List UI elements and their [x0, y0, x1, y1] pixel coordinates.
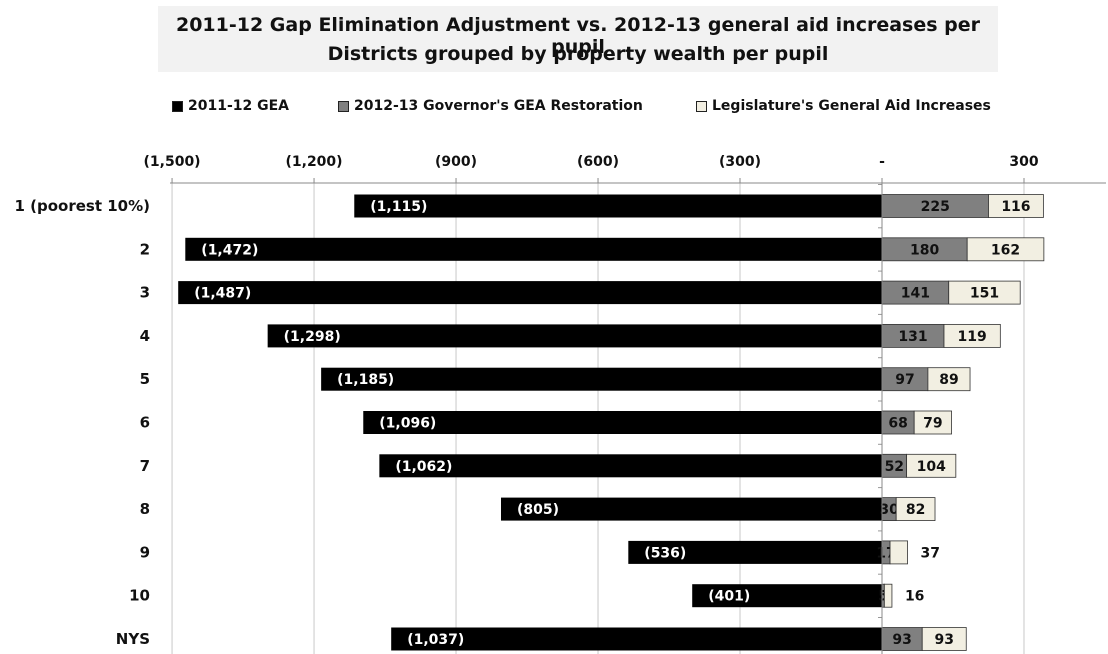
data-label-governor: 68 [888, 416, 907, 432]
data-label-gea: (1,115) [370, 199, 427, 215]
legend-item-legislature: Legislature's General Aid Increases [696, 98, 991, 114]
x-tick-label: (1,200) [285, 154, 342, 170]
data-label-legislature: 16 [905, 589, 924, 605]
chart-legend: 2011-12 GEA 2012-13 Governor's GEA Resto… [0, 98, 1108, 120]
bar-gea [692, 584, 882, 608]
bar-legislature [889, 540, 908, 565]
bar-legislature [883, 583, 893, 608]
data-label-legislature: 79 [923, 416, 942, 432]
data-label-gea: (536) [644, 545, 686, 561]
bar-gea [354, 194, 882, 218]
bar-legislature [927, 367, 971, 392]
category-label: 2 [140, 240, 150, 258]
x-tick-label: - [879, 154, 885, 170]
category-label: 1 (poorest 10%) [14, 197, 150, 215]
chart-subtitle: Districts grouped by property wealth per… [327, 43, 829, 65]
category-label: 8 [140, 500, 150, 518]
bar-legislature [966, 237, 1045, 262]
legend-swatch-gea [172, 100, 183, 112]
bar-gea [178, 281, 883, 305]
bar-gea [363, 411, 883, 434]
data-label-governor: 30 [879, 502, 899, 518]
data-label-gea: (1,062) [395, 459, 452, 475]
category-label: NYS [116, 630, 150, 648]
x-tick-label: (300) [719, 154, 761, 170]
bar-legislature [943, 323, 1001, 348]
data-label-legislature: 116 [1001, 199, 1030, 215]
category-label: 6 [140, 414, 150, 432]
bar-gea [321, 367, 882, 391]
data-label-legislature: 162 [991, 242, 1020, 258]
bar-legislature [913, 410, 952, 435]
data-label-gea: (1,096) [379, 416, 436, 432]
bar-gea [379, 454, 882, 478]
data-label-legislature: 151 [970, 286, 999, 302]
bar-gea [628, 540, 882, 564]
bar-legislature [895, 497, 936, 522]
data-label-governor: 225 [921, 199, 950, 215]
bar-gea [391, 627, 882, 651]
x-tick-label: (1,500) [144, 154, 201, 170]
data-label-gea: (1,298) [284, 329, 341, 345]
data-label-legislature: 82 [906, 502, 925, 518]
data-label-legislature: 37 [921, 545, 940, 561]
data-label-governor: 52 [885, 459, 904, 475]
legend-label-governor: 2012-13 Governor's GEA Restoration [354, 98, 643, 114]
data-label-gea: (401) [708, 589, 750, 605]
legend-item-gea: 2011-12 GEA [172, 98, 289, 114]
data-label-governor: 141 [901, 286, 930, 302]
data-label-legislature: 89 [939, 372, 958, 388]
data-label-gea: (1,185) [337, 372, 394, 388]
category-label: 4 [140, 327, 150, 345]
data-label-legislature: 119 [958, 329, 987, 345]
category-label: 7 [140, 457, 150, 475]
data-label-gea: (1,487) [194, 286, 251, 302]
data-label-governor: 5 [878, 589, 888, 605]
legend-label-gea: 2011-12 GEA [188, 98, 290, 114]
category-label: 5 [140, 370, 150, 388]
bar-gea [500, 497, 882, 521]
data-label-governor: 97 [895, 372, 914, 388]
chart-title-box: 2011-12 Gap Elimination Adjustment vs. 2… [158, 6, 998, 72]
category-label: 10 [129, 587, 150, 605]
bar-legislature [906, 453, 957, 478]
legend-item-governor: 2012-13 Governor's GEA Restoration [338, 98, 643, 114]
data-label-governor: 93 [892, 632, 911, 648]
category-label: 3 [140, 284, 150, 302]
chart-title: 2011-12 Gap Elimination Adjustment vs. 2… [175, 14, 981, 58]
x-tick-label: (900) [435, 154, 477, 170]
x-tick-label: (600) [577, 154, 619, 170]
bar-legislature [948, 280, 1021, 305]
data-label-governor: 131 [898, 329, 927, 345]
category-label: 9 [140, 543, 150, 561]
x-tick-label: 300 [1009, 154, 1038, 170]
data-label-legislature: 104 [917, 459, 946, 475]
data-label-gea: (1,037) [407, 632, 464, 648]
data-label-gea: (805) [517, 502, 559, 518]
bar-gea [267, 324, 882, 348]
legend-swatch-governor [338, 100, 349, 112]
bar-legislature [921, 627, 967, 651]
bar-legislature [988, 194, 1044, 218]
data-label-gea: (1,472) [201, 242, 258, 258]
data-label-governor: 180 [910, 242, 939, 258]
legend-label-legislature: Legislature's General Aid Increases [712, 98, 991, 114]
data-label-legislature: 93 [934, 632, 953, 648]
legend-swatch-legislature [696, 100, 707, 112]
bar-gea [185, 237, 883, 261]
